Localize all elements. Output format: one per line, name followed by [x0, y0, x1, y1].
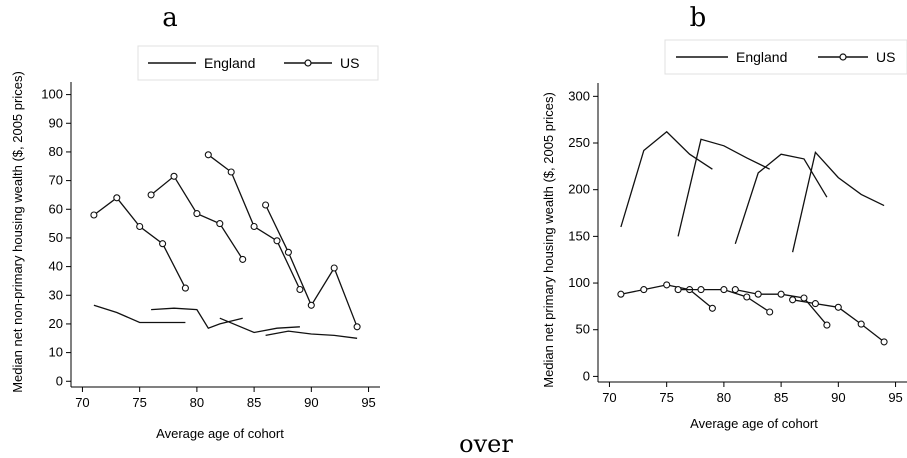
- series-us-point-a: [284, 248, 292, 256]
- series-us-point-a: [250, 222, 258, 231]
- y-tick-label-b: 0: [583, 368, 590, 383]
- series-us-point-a: [227, 168, 235, 176]
- series-us-point-b: [743, 293, 751, 301]
- series-us-point-b: [754, 290, 762, 298]
- x-axis-title-a: Average age of cohort: [156, 426, 284, 441]
- legend-label-england-b: England: [736, 49, 787, 65]
- y-tick-label-a: 30: [49, 287, 63, 302]
- series-us-point-a: [159, 240, 167, 248]
- series-england-cohort-1-line-b: [620, 130, 713, 228]
- series-us-point-a: [193, 210, 201, 218]
- y-axis-title-a: Median net non-primary housing wealth ($…: [10, 71, 25, 393]
- y-tick-label-a: 90: [49, 115, 63, 130]
- series-england-cohort-4-line-a: [265, 330, 358, 339]
- x-tick-label-b: 80: [717, 390, 731, 405]
- y-tick-label-a: 40: [49, 259, 63, 274]
- y-tick-label-b: 50: [576, 322, 590, 337]
- y-tick-label-a: 20: [49, 316, 63, 331]
- series-us-point-b: [720, 286, 728, 294]
- legend-label-england-a: England: [204, 55, 255, 71]
- series-us-point-a: [239, 255, 247, 263]
- series-us-point-b: [674, 286, 682, 294]
- legend-label-us-a: US: [340, 55, 359, 71]
- y-tick-label-b: 250: [568, 135, 590, 150]
- series-us-point-a: [330, 264, 338, 272]
- x-tick-label-b: 95: [888, 390, 902, 405]
- x-axis-title-b: Average age of cohort: [690, 416, 818, 431]
- series-england-cohort-1-line-a: [93, 304, 186, 324]
- series-us-point-a: [181, 284, 189, 292]
- series-england-cohort-3-line-b: [734, 153, 828, 244]
- chart-panel-b: b England US Median net primary housing …: [541, 3, 907, 431]
- series-us-point-b: [823, 321, 831, 329]
- series-us-point-b: [880, 338, 888, 346]
- series-us-point-b: [708, 304, 716, 312]
- series-us-point-b: [640, 286, 648, 294]
- panel-label-b: b: [690, 3, 707, 33]
- panel-label-a: a: [162, 3, 178, 33]
- x-tick-label-a: 80: [190, 395, 204, 410]
- y-tick-label-b: 300: [568, 88, 590, 103]
- series-us-point-a: [216, 220, 224, 228]
- series-us-point-b: [800, 294, 808, 302]
- series-us-point-b: [811, 300, 819, 308]
- series-england-cohort-2-line-b: [677, 138, 770, 237]
- series-england-cohort-4-line-b: [791, 150, 885, 253]
- y-tick-label-a: 80: [49, 144, 63, 159]
- x-tick-label-a: 90: [304, 395, 318, 410]
- x-tick-label-b: 75: [659, 390, 673, 405]
- y-tick-label-a: 50: [49, 230, 63, 245]
- series-us-point-a: [90, 211, 98, 219]
- y-tick-label-a: 70: [49, 173, 63, 188]
- series-us-point-b: [731, 286, 739, 294]
- footer-text: over: [459, 430, 513, 458]
- series-us-point-b: [697, 286, 705, 294]
- series-england-cohort-2-line-a: [151, 307, 243, 329]
- y-tick-label-a: 100: [41, 87, 63, 102]
- series-us-point-a: [170, 172, 178, 180]
- series-england-cohort-3-line-a: [219, 317, 300, 334]
- series-us-point-b: [777, 290, 785, 298]
- series-us-point-b: [857, 320, 865, 328]
- x-tick-label-a: 95: [361, 395, 375, 410]
- x-tick-label-b: 90: [831, 390, 845, 405]
- x-tick-label-a: 75: [132, 395, 146, 410]
- series-us-point-a: [136, 222, 144, 231]
- y-tick-label-a: 10: [49, 345, 63, 360]
- series-us-point-a: [273, 237, 281, 245]
- series-us-point-b: [766, 308, 774, 316]
- series-us-point-a: [147, 191, 155, 199]
- series-us-point-a: [262, 201, 270, 209]
- y-tick-label-a: 0: [56, 373, 63, 388]
- x-tick-label-a: 85: [247, 395, 261, 410]
- y-tick-label-b: 100: [568, 275, 590, 290]
- series-us-point-b: [663, 281, 671, 289]
- series-us-point-a: [296, 285, 304, 294]
- series-us-point-a: [113, 194, 121, 202]
- x-tick-label-b: 70: [602, 390, 616, 405]
- series-us-point-b: [617, 290, 625, 298]
- legend-marker-us-a: [304, 59, 312, 67]
- series-us-point-b: [789, 296, 797, 304]
- series-us-point-a: [353, 323, 361, 331]
- series-us-point-a: [204, 151, 212, 159]
- x-tick-label-b: 85: [774, 390, 788, 405]
- chart-panel-a: a England US Median net non-primary hous…: [10, 3, 380, 441]
- series-us-point-a: [307, 301, 315, 309]
- legend-label-us-b: US: [876, 49, 895, 65]
- y-axis-title-b: Median net primary housing wealth ($, 20…: [541, 92, 556, 388]
- series-us-cohort-1-line-a: [93, 196, 186, 289]
- x-tick-label-a: 70: [75, 395, 89, 410]
- series-us-point-b: [834, 303, 842, 311]
- y-tick-label-a: 60: [49, 201, 63, 216]
- y-tick-label-b: 200: [568, 182, 590, 197]
- legend-marker-us-b: [839, 53, 847, 61]
- y-tick-label-b: 150: [568, 228, 590, 243]
